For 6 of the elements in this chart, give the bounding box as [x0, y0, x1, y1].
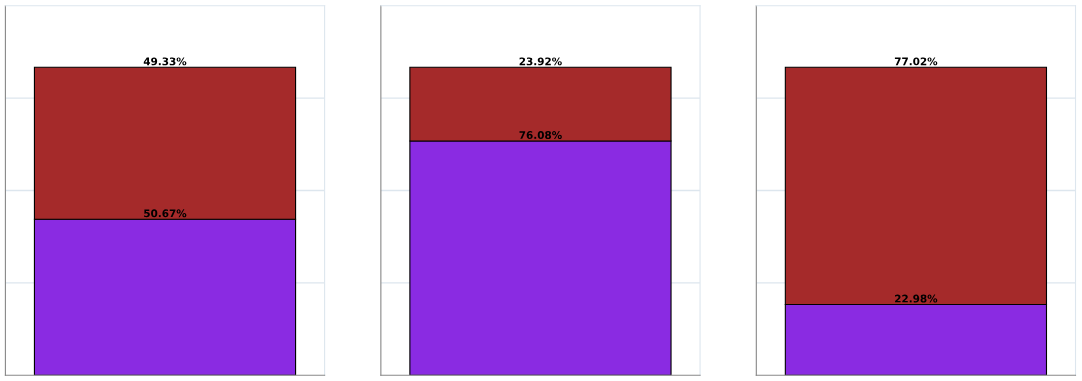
data-label: 23.92%: [519, 57, 562, 66]
data-label: 22.98%: [895, 294, 938, 303]
data-label: 50.67%: [144, 209, 187, 218]
data-label: 77.02%: [894, 57, 938, 66]
data-label: 76.08%: [519, 131, 562, 139]
data-label: 49.33%: [143, 57, 187, 66]
